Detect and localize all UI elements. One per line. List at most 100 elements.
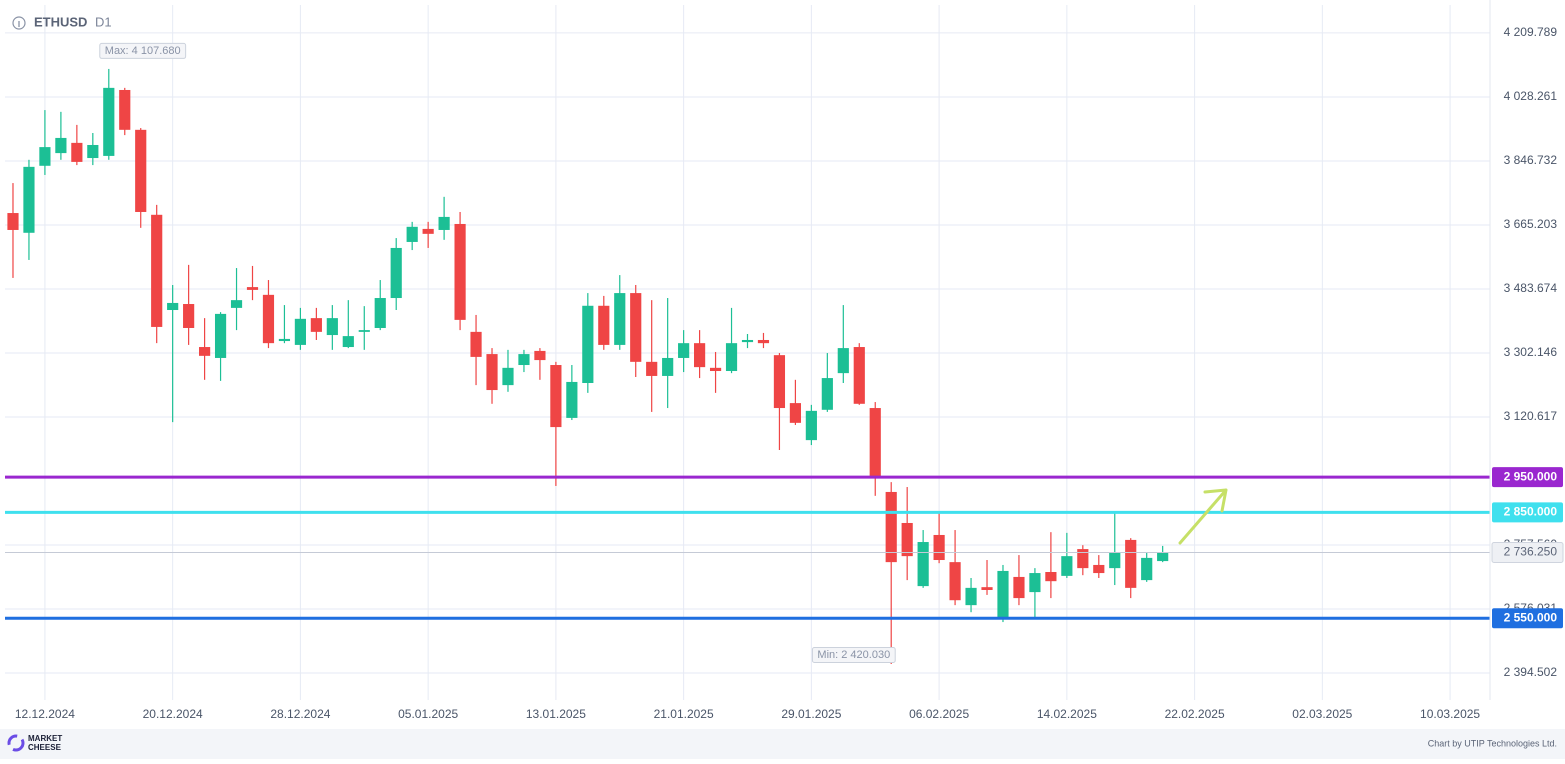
- candle-body: [646, 361, 658, 376]
- credit: Chart by UTIP Technologies Ltd.: [1428, 738, 1557, 748]
- level-label: 2 950.000: [1504, 469, 1558, 483]
- candle-body: [1077, 549, 1089, 569]
- annotation-box: [99, 42, 187, 59]
- candle-body: [23, 166, 35, 233]
- candle-body: [1061, 556, 1073, 576]
- y-tick-label: 3 120.617: [1504, 409, 1558, 423]
- y-tick-label: 3 665.203: [1504, 217, 1558, 231]
- extreme-annotation: Max: 4 107.680: [99, 42, 187, 59]
- candle-body: [933, 534, 945, 561]
- candle-body: [949, 562, 961, 601]
- candle-body: [1013, 576, 1025, 599]
- candle-body: [534, 350, 546, 361]
- candle-body: [662, 357, 674, 376]
- candle-body: [709, 367, 722, 372]
- brand-logo: MARKET CHEESE: [7, 734, 62, 752]
- candle-body: [598, 305, 610, 345]
- y-tick-label: 4 028.261: [1504, 89, 1558, 103]
- candle-body: [103, 87, 115, 156]
- y-tick-label: 2 394.502: [1504, 665, 1558, 679]
- candle-body: [1093, 564, 1105, 574]
- candle-body: [310, 318, 322, 332]
- candle-body: [1141, 557, 1153, 581]
- candle-body: [39, 147, 51, 166]
- x-tick-label: 13.01.2025: [526, 707, 586, 721]
- candle-body: [757, 339, 770, 344]
- candle-body: [151, 214, 163, 327]
- candle-body: [725, 343, 738, 372]
- timeframe: D1: [95, 14, 112, 29]
- candle-body: [901, 522, 913, 557]
- candle-body: [326, 318, 338, 336]
- annotation-text: Max: 4 107.680: [105, 45, 181, 57]
- candle-body: [262, 294, 275, 344]
- candle-body: [1109, 552, 1121, 569]
- candle-body: [183, 304, 195, 328]
- y-tick-label: 3 302.146: [1504, 345, 1558, 359]
- candle-body: [278, 338, 291, 342]
- candle-body: [805, 410, 817, 441]
- candle-body: [630, 293, 642, 362]
- candle-body: [7, 213, 19, 230]
- candle-body: [135, 129, 147, 212]
- candle-body: [997, 570, 1009, 619]
- candle-body: [470, 331, 482, 357]
- candle-body: [773, 355, 786, 409]
- x-tick-label: 14.02.2025: [1037, 707, 1097, 721]
- candle-body: [678, 343, 690, 358]
- candle-body: [230, 300, 243, 308]
- extreme-annotation: Min: 2 420.030: [811, 647, 896, 664]
- candle-body: [789, 403, 801, 423]
- candle-body: [454, 223, 466, 320]
- last-price-box: [1491, 542, 1564, 564]
- candle-body: [1125, 539, 1137, 588]
- x-tick-label: 28.12.2024: [270, 707, 330, 721]
- y-tick-label: 3 846.732: [1504, 153, 1558, 167]
- candle-body: [55, 137, 67, 154]
- candle-body: [917, 542, 929, 587]
- candle-body: [965, 587, 977, 606]
- last-price-label: 2 736.250: [1504, 545, 1558, 559]
- info-icon[interactable]: [12, 16, 26, 30]
- candle-body: [486, 354, 498, 391]
- candle-body: [981, 587, 993, 590]
- candle-body: [422, 228, 434, 234]
- level-label-box: [1492, 467, 1563, 488]
- candle-body: [821, 378, 833, 410]
- level-label-box: [1492, 502, 1563, 523]
- candle-body: [374, 298, 386, 328]
- x-tick-label: 12.12.2024: [15, 707, 75, 721]
- candle-body: [167, 302, 179, 311]
- candle-body: [582, 305, 594, 384]
- x-tick-label: 10.03.2025: [1420, 707, 1480, 721]
- brand-line: MARKET: [28, 734, 62, 743]
- candle-body: [1157, 552, 1169, 562]
- candle-body: [199, 347, 211, 356]
- candle-body: [518, 354, 530, 366]
- candle-body: [342, 336, 354, 348]
- x-tick-label: 02.03.2025: [1292, 707, 1352, 721]
- plot: [5, 68, 1490, 665]
- level-label: 2 550.000: [1504, 610, 1558, 624]
- candle-body: [214, 313, 227, 358]
- candle-body: [694, 343, 706, 368]
- level-label: 2 850.000: [1504, 505, 1558, 519]
- candle-body: [119, 89, 131, 130]
- candle-body: [358, 330, 370, 332]
- y-tick-label: 3 483.674: [1504, 281, 1558, 295]
- candle-body: [614, 293, 626, 345]
- candle-body: [869, 408, 881, 478]
- candle-body: [294, 318, 306, 345]
- brand-line: CHEESE: [28, 743, 62, 752]
- candle-body: [502, 367, 514, 386]
- arrow: [1178, 488, 1228, 545]
- x-tick-label: 20.12.2024: [143, 707, 203, 721]
- candle-body: [1029, 573, 1041, 593]
- candle-body: [550, 365, 562, 428]
- annotation-text: Min: 2 420.030: [817, 649, 890, 661]
- x-tick-label: 06.02.2025: [909, 707, 969, 721]
- x-tick-label: 29.01.2025: [781, 707, 841, 721]
- candle-body: [566, 381, 578, 418]
- y-tick-label: 4 209.789: [1504, 25, 1558, 39]
